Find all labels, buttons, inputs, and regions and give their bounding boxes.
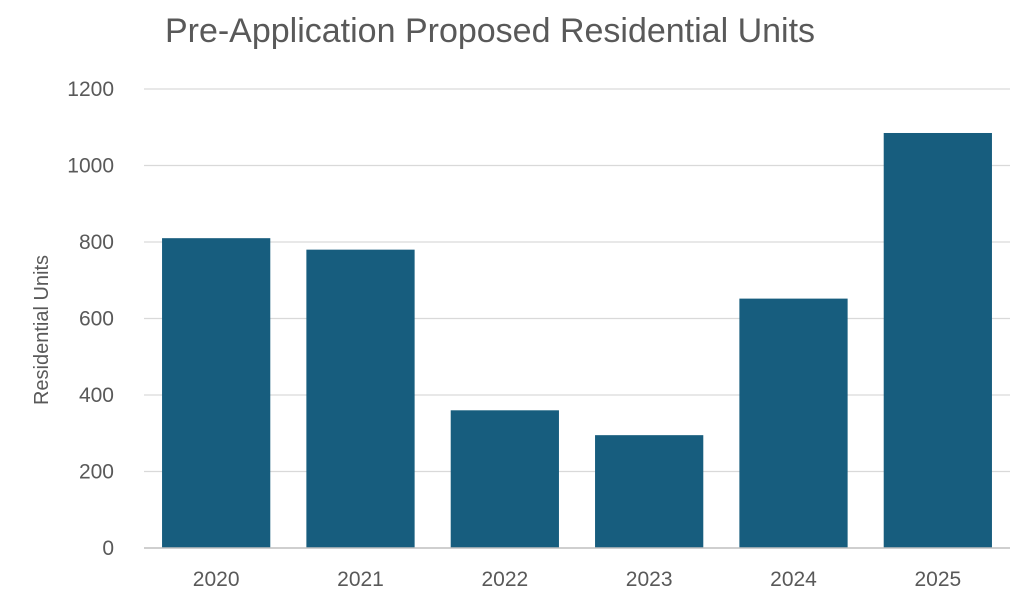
x-tick-label: 2022 [481, 568, 528, 591]
bars [162, 132, 992, 549]
x-tick-label: 2020 [193, 568, 240, 591]
y-tick-label: 1200 [67, 78, 114, 101]
bar-2021 [306, 249, 415, 548]
x-axis-ticks: 2020 2021 2022 2023 2024 2025 [193, 568, 961, 591]
y-tick-label: 200 [79, 461, 114, 484]
bar-2022 [450, 410, 559, 548]
bar-2023 [595, 435, 704, 548]
bar-2025 [883, 132, 992, 549]
x-tick-label: 2023 [626, 568, 673, 591]
y-tick-label: 0 [102, 537, 114, 560]
y-tick-label: 400 [79, 384, 114, 407]
y-tick-label: 1000 [67, 155, 114, 178]
x-tick-label: 2025 [914, 568, 961, 591]
x-tick-label: 2024 [770, 568, 817, 591]
y-axis-ticks: 0 200 400 600 800 1000 1200 [67, 78, 114, 560]
chart-title: Pre-Application Proposed Residential Uni… [165, 12, 815, 50]
y-axis-label: Residential Units [31, 255, 53, 405]
bar-2020 [162, 238, 271, 549]
bar-2024 [739, 298, 848, 548]
y-tick-label: 800 [79, 231, 114, 254]
gridlines [144, 88, 1010, 473]
y-tick-label: 600 [79, 308, 114, 331]
x-tick-label: 2021 [337, 568, 384, 591]
